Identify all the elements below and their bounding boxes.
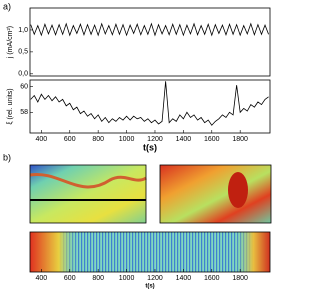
image-frame xyxy=(29,164,147,224)
x-tick-label: 800 xyxy=(92,275,104,282)
image-feature xyxy=(29,172,147,189)
x-tick-label: 400 xyxy=(36,136,48,143)
data-line xyxy=(30,22,269,37)
y-axis-label: ξ (rel. units) xyxy=(7,88,14,124)
x-tick-label: 800 xyxy=(92,136,104,143)
image-frame xyxy=(159,164,272,224)
y-tick-label: 0,5 xyxy=(18,49,28,56)
x-tick-label: 1200 xyxy=(147,275,163,282)
x-tick-label: 1000 xyxy=(119,136,135,143)
x-tick-label: 1000 xyxy=(119,275,135,282)
y-tick-label: 58 xyxy=(20,109,28,116)
x-tick-label: 600 xyxy=(64,136,76,143)
x-tick-label: 1600 xyxy=(204,275,220,282)
y-tick-label: 0,0 xyxy=(18,71,28,78)
y-axis-label: j (mA/cm²) xyxy=(7,26,14,59)
x-tick-label: 1400 xyxy=(176,275,192,282)
x-tick-label: 1400 xyxy=(176,136,192,143)
x-tick-label: 1200 xyxy=(147,136,163,143)
figure: a) b) 0,0 0,5 1,0 j (mA/cm²) 400 600 800 1000 12… xyxy=(3,1,272,290)
x-tick-label: 1800 xyxy=(232,136,248,143)
panel-label: a) xyxy=(3,1,11,11)
x-axis-label: t(s) xyxy=(143,142,157,152)
snapshot-image xyxy=(30,165,146,223)
data-line xyxy=(30,81,269,126)
x-tick-label: 1600 xyxy=(204,136,220,143)
x-axis-label: t(s) xyxy=(145,284,154,290)
spacetime-overlay xyxy=(30,232,270,272)
x-tick-label: 400 xyxy=(36,275,48,282)
x-tick-label: 1800 xyxy=(232,275,248,282)
plot-frame xyxy=(29,7,271,77)
snapshot-image xyxy=(160,165,271,223)
image-frame xyxy=(29,231,271,273)
panel-label: b) xyxy=(3,152,11,162)
y-tick-label: 1,0 xyxy=(18,27,28,34)
x-tick-label: 600 xyxy=(64,275,76,282)
image-feature xyxy=(228,172,248,208)
plot-frame xyxy=(29,79,271,134)
y-tick-label: 60 xyxy=(20,83,28,90)
